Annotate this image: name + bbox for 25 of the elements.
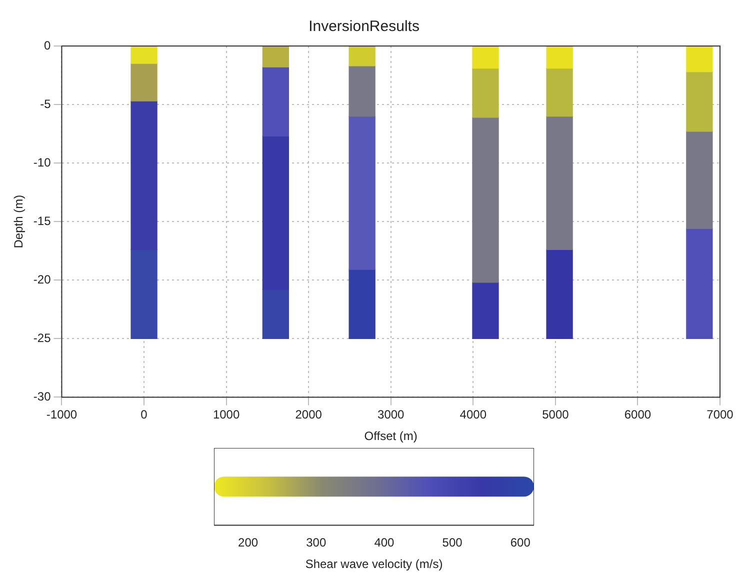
x-tick-label: 1000 [212, 408, 240, 422]
color-bar-label: 500 [442, 536, 463, 550]
x-tick-label: 2000 [295, 408, 322, 422]
color-bar-title: Shear wave velocity (m/s) [305, 557, 443, 572]
color-bar-label: 400 [374, 536, 395, 550]
x-tick-label: 7000 [706, 408, 734, 422]
y-tick-label: -30 [33, 390, 52, 404]
color-bar-label: 200 [238, 536, 258, 550]
y-axis-title: Depth (m) [12, 194, 26, 248]
x-tick-label: -1000 [46, 408, 78, 422]
y-tick-label: -20 [33, 272, 52, 286]
y-tick-label: -10 [33, 155, 52, 170]
color-bar-label: 300 [306, 536, 326, 550]
x-tick-label: 0 [140, 408, 148, 422]
x-tick-label: 3000 [378, 408, 405, 422]
x-axis-title: Offset (m) [364, 429, 418, 444]
x-tick-label: 4000 [460, 408, 487, 422]
x-tick-label: 6000 [624, 408, 652, 422]
y-tick-label: 0 [44, 38, 52, 52]
y-tick-label: -25 [33, 330, 52, 345]
y-tick-label: -5 [40, 96, 52, 111]
color-bar-label: 600 [510, 536, 531, 550]
x-tick-label: 5000 [542, 408, 570, 422]
y-tick-label: -15 [33, 214, 52, 228]
chart-title: InversionResults [308, 18, 420, 36]
